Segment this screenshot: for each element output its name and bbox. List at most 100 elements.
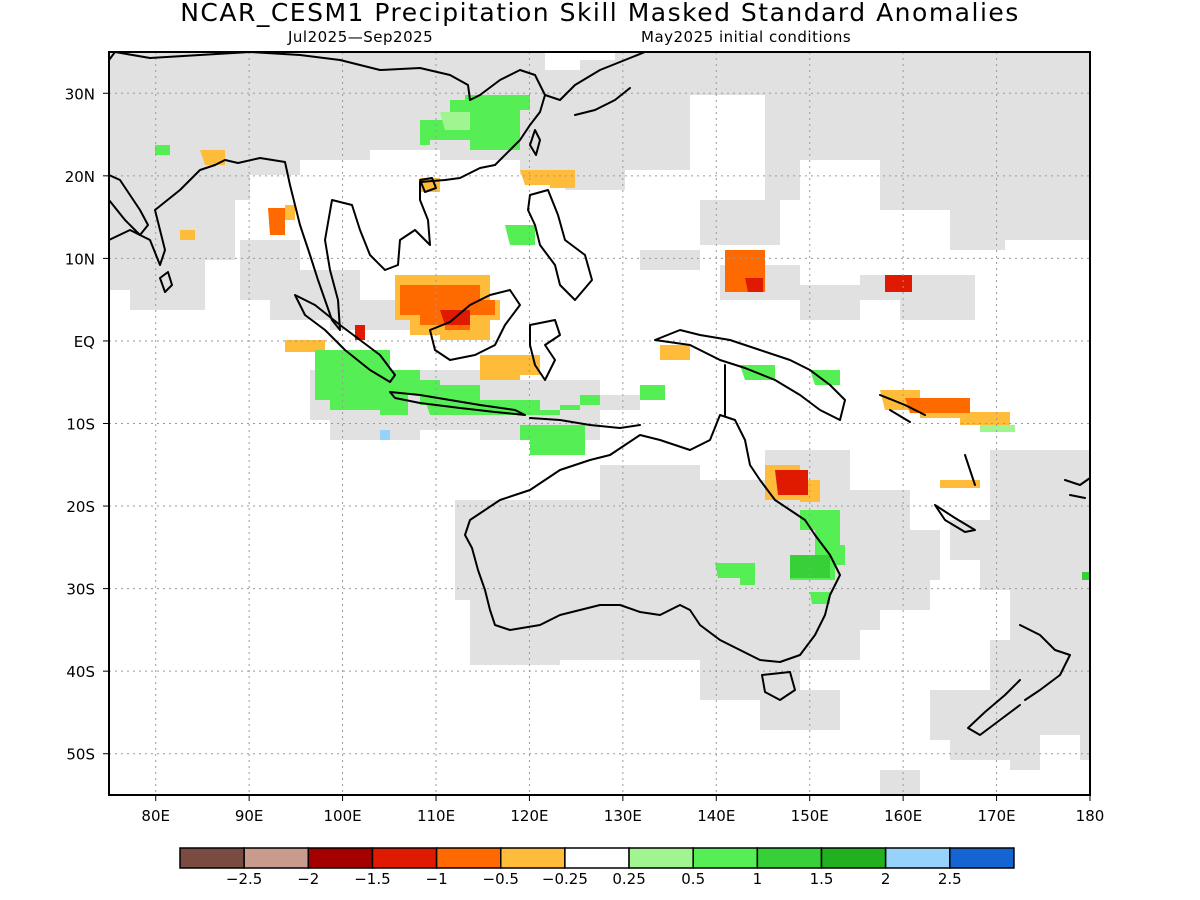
colorbar-label: −1.5 — [354, 870, 390, 888]
anomaly-patch — [285, 205, 295, 220]
skill-mask-layer — [109, 52, 1090, 795]
x-tick-label: 100E — [324, 807, 362, 825]
x-tick-label: 80E — [141, 807, 170, 825]
mask-region-maritime — [240, 240, 420, 330]
anomaly-patch — [155, 145, 170, 155]
mask-region-west-pacific — [640, 52, 1090, 270]
coastline-java — [389, 391, 526, 416]
longitude-axis: 80E 90E 100E 110E 120E 130E 140E 150E 160E 170E 18… — [141, 795, 1104, 825]
anomaly-patch — [420, 95, 530, 150]
initial-conditions: May2025 initial conditions — [641, 28, 852, 46]
x-tick-label: 180 — [1076, 807, 1105, 825]
y-tick-label: 30S — [66, 581, 95, 599]
anomaly-patch — [940, 480, 980, 488]
coastline-tasmania — [761, 671, 796, 701]
colorbar-swatch — [949, 847, 1015, 869]
colorbar-label: 2.5 — [938, 870, 962, 888]
x-tick-label: 120E — [510, 807, 548, 825]
colorbar-swatch — [884, 847, 951, 869]
coastline-india — [109, 174, 149, 236]
coastline-borneo — [429, 289, 521, 361]
x-tick-label: 130E — [604, 807, 642, 825]
colorbar-swatch — [692, 847, 759, 869]
anomaly-patch — [660, 345, 690, 360]
anomaly-patch — [885, 275, 912, 292]
anomaly-patch — [520, 170, 575, 188]
x-tick-label: 140E — [697, 807, 735, 825]
coastline-lesser-sunda — [529, 417, 641, 429]
anomaly-patch — [268, 208, 285, 235]
coastline-new-guinea — [654, 329, 846, 421]
anomaly-patch — [715, 563, 755, 585]
x-tick-label: 150E — [791, 807, 829, 825]
coastline-hainan — [419, 177, 437, 193]
anomaly-patch — [1082, 572, 1090, 580]
colorbar-label: 0.25 — [612, 870, 645, 888]
coastline-asia-mainland — [109, 52, 546, 331]
colorbar-swatch — [820, 847, 887, 869]
y-tick-label: EQ — [74, 333, 95, 351]
anomaly-patch — [420, 385, 600, 415]
coastline-new-zealand — [967, 624, 1071, 736]
colorbar-label: −0.25 — [542, 870, 588, 888]
coastline-taiwan — [529, 129, 541, 156]
coastline-vanuatu — [964, 454, 976, 486]
anomaly-patch — [640, 385, 665, 400]
anomaly-patch — [180, 230, 195, 240]
anomaly-patch — [380, 430, 390, 440]
y-tick-label: 20N — [65, 168, 95, 186]
colorbar-swatch — [500, 847, 566, 869]
colorbar-label: −2 — [297, 870, 319, 888]
coastline-solomon-islands — [879, 394, 926, 423]
y-tick-label: 10S — [66, 416, 95, 434]
anomaly-patch — [905, 398, 970, 413]
coastline-sulawesi — [529, 319, 561, 381]
y-tick-label: 50S — [66, 746, 95, 764]
anomaly-patch — [745, 278, 763, 292]
mask-region-australia — [455, 450, 940, 730]
coastline-korea-japan — [544, 52, 646, 116]
colorbar-swatch — [564, 847, 630, 869]
anomaly-patch — [790, 555, 830, 578]
anomaly-patch — [200, 150, 225, 165]
anomaly-patch — [400, 285, 495, 330]
forecast-period: Jul2025—Sep2025 — [288, 28, 434, 46]
anomaly-patch — [810, 592, 830, 604]
anomaly-patch — [355, 325, 365, 340]
colorbar-swatch — [628, 847, 694, 869]
colorbar-swatch — [307, 847, 374, 869]
colorbar-swatch — [179, 847, 245, 869]
x-tick-label: 110E — [417, 807, 455, 825]
anomaly-patch — [505, 225, 535, 245]
mask-region-south-pacific — [930, 450, 1090, 770]
colorbar-swatch — [371, 847, 438, 869]
mask-region-north — [109, 52, 765, 310]
coastlines — [109, 52, 1090, 736]
anomaly-patch — [980, 425, 1015, 432]
colorbar-label: −2.5 — [226, 870, 262, 888]
colorbar-label: 1 — [753, 870, 763, 888]
coastline-sumatra — [294, 294, 396, 383]
mask-region-southern-ocean — [880, 770, 920, 795]
anomaly-patch — [285, 340, 325, 352]
coastline-sri-lanka — [159, 271, 173, 293]
coastline-new-caledonia — [934, 504, 976, 533]
colorbar-swatch — [756, 847, 823, 869]
coastline-fiji — [1064, 477, 1090, 499]
coastline-australia — [464, 414, 841, 663]
map-area — [109, 52, 1090, 795]
y-tick-label: 30N — [65, 85, 95, 103]
y-tick-label: 40S — [66, 663, 95, 681]
colorbar-label: 0.5 — [681, 870, 705, 888]
anomaly-patch — [440, 112, 470, 130]
colorbar-label: 2 — [881, 870, 891, 888]
x-tick-label: 170E — [978, 807, 1016, 825]
graticule — [109, 52, 1090, 795]
colorbar: −2.5 −2 −1.5 −1 −0.5 −0.25 0.25 0.5 1 1.5 2 2.5 — [179, 847, 1015, 888]
latitude-axis: 30N 20N 10N EQ 10S 20S 30S 40S 50S — [65, 85, 109, 764]
anomaly-patch — [775, 470, 808, 495]
anomaly-patch — [315, 350, 440, 415]
anomaly-patch — [480, 355, 540, 380]
anomaly-patch — [520, 425, 585, 455]
